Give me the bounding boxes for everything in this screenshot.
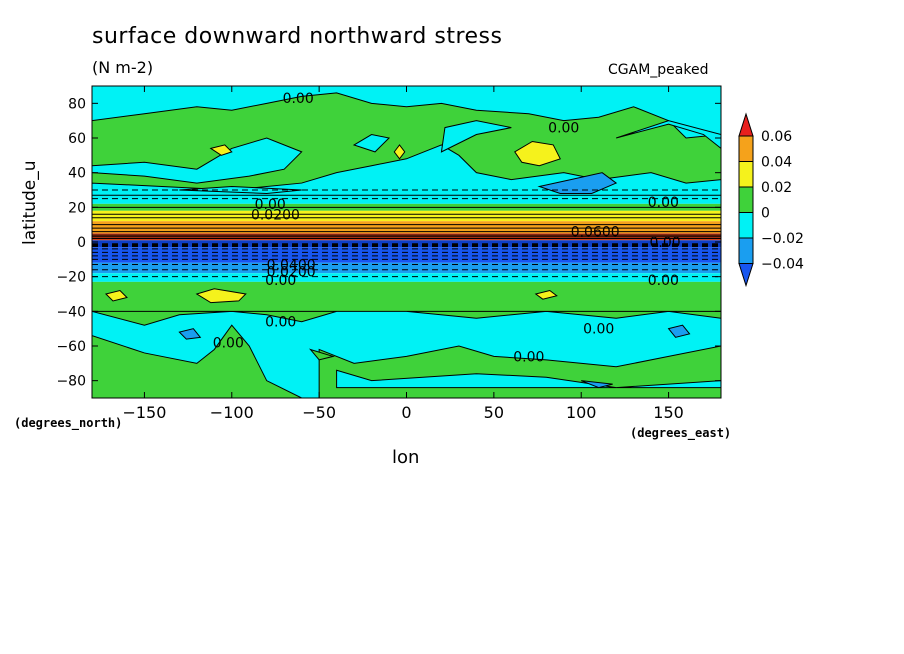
colorbar-seg-1	[738, 135, 754, 162]
plot-area: 0.00 0.00 0.00 0.00 0.00 0.00 0.00 0.00 0.00 0.06…	[91, 85, 722, 399]
contour-label-10: 0.00	[650, 235, 681, 251]
contour-label-9: 0.0600	[571, 225, 620, 241]
x-tick-label-0: −150	[122, 403, 166, 422]
band-green-s	[92, 281, 721, 312]
chart-units: (N m-2)	[92, 58, 154, 77]
colorbar-seg-3	[738, 186, 754, 213]
contour-label-6: 0.00	[583, 322, 614, 338]
x-axis-units: (degrees_east)	[630, 426, 732, 440]
band-yellow	[92, 210, 721, 222]
y-tick-label-3: 20	[68, 200, 86, 216]
contour-label-8: 0.00	[213, 336, 244, 352]
south-green-sw	[92, 324, 302, 398]
x-tick-label-5: 100	[566, 403, 597, 422]
contour-label-11: 0.0200	[251, 207, 300, 223]
y-tick-label-8: −80	[56, 374, 86, 390]
north-yellow-1	[209, 144, 233, 156]
y-tick-label-6: −40	[56, 304, 86, 320]
y-tick-label-0: 80	[68, 96, 86, 112]
x-tick-label-6: 150	[653, 403, 684, 422]
contour-label-2: 0.00	[648, 195, 679, 211]
north-cyan-patch-w	[92, 137, 303, 184]
colorbar-seg-4	[738, 212, 754, 239]
band-cyan-s	[92, 273, 721, 282]
chart-title: surface downward northward stress	[92, 24, 503, 49]
colorbar-label-5: −0.04	[761, 257, 804, 273]
south-cyan-inner	[336, 369, 721, 389]
colorbar-label-4: −0.02	[761, 231, 804, 247]
contour-label-13: 0.0400	[267, 258, 316, 274]
y-tick-label-4: 0	[77, 235, 86, 251]
north-yellow-3	[514, 140, 561, 167]
north-cyan-patch-e	[440, 120, 512, 153]
y-tick-label-1: 60	[68, 131, 86, 147]
y-tick-label-5: −20	[56, 270, 86, 286]
contour-label-12: 0.00	[255, 197, 286, 213]
band-mid-blue	[92, 262, 721, 274]
south-blue-1	[178, 328, 202, 340]
contour-label-1: 0.00	[548, 121, 579, 137]
south-green-small	[308, 348, 335, 361]
y-tick-label-2: 40	[68, 166, 86, 182]
band-cyan-n	[92, 195, 721, 204]
south-blue-2	[667, 324, 691, 338]
x-tick-label-4: 50	[484, 403, 504, 422]
colorbar-label-3: 0	[761, 206, 770, 222]
north-blue-patch	[537, 172, 618, 194]
contour-label-0: 0.00	[283, 91, 314, 107]
colorbar-seg-5	[738, 237, 754, 264]
y-tick-label-7: −60	[56, 339, 86, 355]
north-cyan-patch-ne	[616, 120, 721, 150]
contour-label-14: 0.0200	[267, 264, 316, 280]
south-yellow-3	[534, 289, 558, 300]
contour-label-4: 0.00	[265, 273, 296, 289]
north-yellow-2	[393, 144, 406, 160]
north-cyan-thin	[179, 186, 302, 194]
south-green-edge	[92, 310, 721, 326]
x-tick-label-2: −50	[302, 403, 336, 422]
y-axis-units: (degrees_north)	[14, 416, 123, 430]
x-tick-label-3: 0	[401, 403, 411, 422]
colorbar-label-2: 0.02	[761, 180, 792, 196]
north-cyan-small	[352, 134, 391, 153]
colorbar: 0.06 0.04 0.02 0 −0.02 −0.04	[738, 112, 804, 288]
colorbar-bottom-arrow	[738, 263, 754, 288]
colorbar-label-1: 0.04	[761, 155, 792, 171]
south-yellow-2	[104, 289, 128, 302]
contour-label-7: 0.00	[513, 349, 544, 365]
contour-label-5: 0.00	[265, 315, 296, 331]
x-tick-label-1: −100	[210, 403, 254, 422]
colorbar-top-arrow	[738, 112, 754, 137]
south-blue-dot	[581, 380, 613, 389]
run-label: CGAM_peaked	[608, 62, 709, 78]
axes: −150 −100 −50 0 50 100 150 80 60 40 20 0 −20 −40 −60 −8…	[56, 86, 721, 422]
field	[92, 86, 721, 398]
north-cyan-cap	[92, 86, 721, 139]
colorbar-seg-2	[738, 161, 754, 188]
south-yellow-1	[195, 288, 247, 304]
colorbar-label-0: 0.06	[761, 129, 792, 145]
contour-label-3: 0.00	[648, 273, 679, 289]
x-axis-label: lon	[392, 447, 420, 468]
band-blue	[92, 247, 721, 263]
